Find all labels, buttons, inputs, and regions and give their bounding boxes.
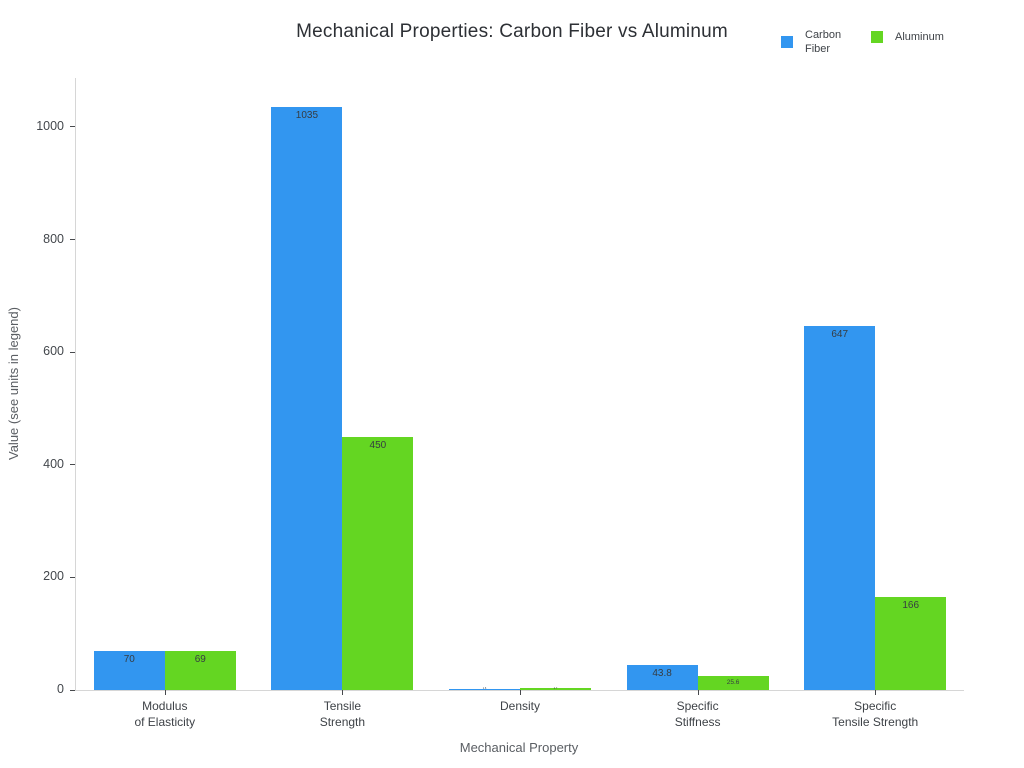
bar-carbon-fiber-modulus-of-elasticity[interactable]: [93, 650, 165, 690]
y-tick-label-800: 800: [43, 231, 64, 246]
x-axis-title: Mechanical Property: [459, 740, 579, 755]
x-category-label-specific-stiffness: Specific Stiffness: [674, 699, 721, 729]
x-category-label-tensile-strength: Tensile Strength: [319, 699, 366, 729]
bar-value-label-aluminum-tensile-strength: 450: [369, 439, 387, 451]
y-tick-mark-1000: [70, 126, 75, 128]
y-tick-mark-0: [70, 689, 75, 691]
legend-item-aluminum[interactable]: Aluminum: [871, 30, 944, 44]
bar-carbon-fiber-specific-stiffness[interactable]: [626, 665, 698, 690]
bar-aluminum-density[interactable]: [520, 688, 591, 690]
bar-aluminum-tensile-strength[interactable]: [342, 436, 414, 690]
x-category-label-modulus-of-elasticity: Modulus of Elasticity: [134, 699, 196, 729]
bar-carbon-fiber-tensile-strength[interactable]: [271, 107, 343, 690]
bar-value-label-aluminum-modulus-of-elasticity: 69: [194, 654, 206, 666]
legend-swatch-aluminum-icon: [871, 31, 883, 43]
y-tick-mark-800: [70, 239, 75, 241]
legend-item-carbon-fiber[interactable]: Carbon Fiber: [781, 28, 853, 56]
bar-value-label-carbon-fiber-specific-stiffness: 43.8: [652, 668, 672, 680]
bar-value-label-carbon-fiber-tensile-strength: 1035: [295, 110, 319, 122]
y-tick-mark-600: [70, 351, 75, 353]
legend-label-carbon-fiber: Carbon Fiber: [805, 29, 842, 55]
bar-value-label-aluminum-specific-tensile-strength: 166: [902, 599, 920, 611]
plot-area: 0 200 400 600 800 1000 Modulus of Elasticity 70…: [36, 78, 964, 729]
y-tick-label-1000: 1000: [36, 118, 64, 133]
x-category-label-density: Density: [499, 699, 540, 713]
x-category-label-specific-tensile-strength: Specific Tensile Strength: [832, 699, 919, 729]
x-tick-mark-specific-stiffness: [697, 690, 699, 695]
bar-value-label-carbon-fiber-density: 1.6: [482, 687, 487, 691]
bar-value-label-aluminum-density: 2.7: [553, 686, 558, 690]
legend-swatch-carbon-fiber-icon: [781, 36, 793, 48]
y-tick-mark-400: [70, 464, 75, 466]
x-tick-mark-density: [520, 690, 521, 695]
bar-value-label-carbon-fiber-modulus-of-elasticity: 70: [123, 653, 135, 665]
x-tick-mark-tensile-strength: [342, 690, 344, 695]
y-tick-label-600: 600: [43, 344, 64, 359]
bar-carbon-fiber-specific-tensile-strength[interactable]: [804, 325, 876, 690]
bar-carbon-fiber-density[interactable]: [449, 689, 520, 690]
bar-value-label-carbon-fiber-specific-tensile-strength: 647: [831, 328, 849, 340]
bar-aluminum-specific-stiffness[interactable]: [697, 675, 769, 690]
bar-aluminum-specific-tensile-strength[interactable]: [875, 596, 947, 690]
y-tick-label-0: 0: [57, 682, 64, 696]
legend-label-aluminum: Aluminum: [895, 31, 944, 43]
bar-aluminum-modulus-of-elasticity[interactable]: [164, 651, 236, 690]
chart-title: Mechanical Properties: Carbon Fiber vs A…: [296, 21, 728, 42]
y-axis-title: Value (see units in legend): [6, 307, 21, 461]
y-tick-label-200: 200: [43, 569, 64, 584]
x-tick-mark-specific-tensile-strength: [875, 690, 877, 695]
x-tick-mark-modulus-of-elasticity: [164, 690, 166, 695]
y-tick-label-400: 400: [43, 456, 64, 471]
bar-value-label-aluminum-specific-stiffness: 25.6: [726, 678, 740, 686]
y-tick-mark-200: [70, 576, 75, 578]
